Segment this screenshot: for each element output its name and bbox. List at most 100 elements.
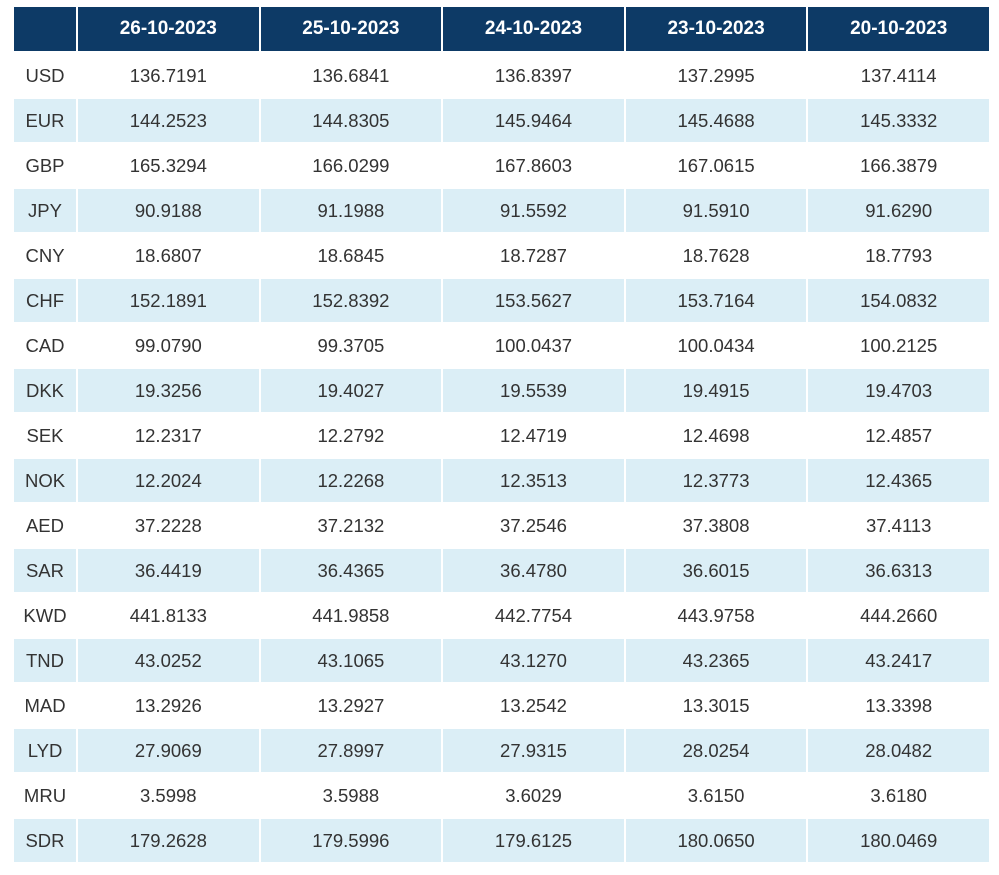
rate-cell: 137.2995: [625, 53, 807, 98]
table-row: AED 37.2228 37.2132 37.2546 37.3808 37.4113: [14, 503, 989, 548]
rate-cell: 36.4365: [260, 548, 442, 593]
rate-cell: 12.2024: [78, 458, 259, 503]
rate-cell: 145.4688: [625, 98, 807, 143]
table-row: SEK 12.2317 12.2792 12.4719 12.4698 12.4857: [14, 413, 989, 458]
rate-cell: 145.3332: [808, 98, 989, 143]
rate-cell: 153.5627: [443, 278, 624, 323]
table-row: SDR 179.2628 179.5996 179.6125 180.0650 180.0…: [14, 818, 989, 863]
currency-code-cell: DKK: [14, 368, 76, 413]
rate-cell: 91.5592: [443, 188, 624, 233]
header-date-3: 24-10-2023: [443, 7, 624, 53]
rate-cell: 12.3513: [443, 458, 624, 503]
rate-cell: 43.1270: [443, 638, 624, 683]
rate-cell: 137.4114: [808, 53, 989, 98]
rate-cell: 27.9315: [443, 728, 624, 773]
table-row: MRU 3.5998 3.5988 3.6029 3.6150 3.6180: [14, 773, 989, 818]
rate-cell: 99.0790: [78, 323, 259, 368]
currency-code-cell: KWD: [14, 593, 76, 638]
table-body: USD 136.7191 136.6841 136.8397 137.2995 137.4…: [14, 53, 989, 863]
rate-cell: 12.3773: [625, 458, 807, 503]
rate-cell: 90.9188: [78, 188, 259, 233]
rate-cell: 12.2317: [78, 413, 259, 458]
rate-cell: 43.1065: [260, 638, 442, 683]
rate-cell: 100.2125: [808, 323, 989, 368]
table-row: DKK 19.3256 19.4027 19.5539 19.4915 19.4703: [14, 368, 989, 413]
table-row: USD 136.7191 136.6841 136.8397 137.2995 137.4…: [14, 53, 989, 98]
currency-code-cell: TND: [14, 638, 76, 683]
rate-cell: 43.2365: [625, 638, 807, 683]
rate-cell: 136.6841: [260, 53, 442, 98]
table-header: 26-10-2023 25-10-2023 24-10-2023 23-10-2…: [14, 7, 989, 53]
rate-cell: 443.9758: [625, 593, 807, 638]
rate-cell: 19.4703: [808, 368, 989, 413]
rate-cell: 18.6807: [78, 233, 259, 278]
rate-cell: 37.3808: [625, 503, 807, 548]
table-row: JPY 90.9188 91.1988 91.5592 91.5910 91.6290: [14, 188, 989, 233]
header-row: 26-10-2023 25-10-2023 24-10-2023 23-10-2…: [14, 7, 989, 53]
rate-cell: 3.6029: [443, 773, 624, 818]
rate-cell: 167.0615: [625, 143, 807, 188]
rate-cell: 167.8603: [443, 143, 624, 188]
rate-cell: 36.6015: [625, 548, 807, 593]
rate-cell: 179.6125: [443, 818, 624, 863]
table-row: TND 43.0252 43.1065 43.1270 43.2365 43.2417: [14, 638, 989, 683]
rate-cell: 152.8392: [260, 278, 442, 323]
rate-cell: 136.7191: [78, 53, 259, 98]
rate-cell: 18.7628: [625, 233, 807, 278]
rate-cell: 3.6180: [808, 773, 989, 818]
rate-cell: 12.4698: [625, 413, 807, 458]
rate-cell: 13.3398: [808, 683, 989, 728]
header-date-4: 23-10-2023: [625, 7, 807, 53]
rate-cell: 27.8997: [260, 728, 442, 773]
rate-cell: 166.3879: [808, 143, 989, 188]
rate-cell: 43.2417: [808, 638, 989, 683]
table-row: CNY 18.6807 18.6845 18.7287 18.7628 18.7793: [14, 233, 989, 278]
rate-cell: 43.0252: [78, 638, 259, 683]
header-date-2: 25-10-2023: [260, 7, 442, 53]
rate-cell: 36.4419: [78, 548, 259, 593]
exchange-rate-table-container: 26-10-2023 25-10-2023 24-10-2023 23-10-2…: [12, 7, 991, 863]
rate-cell: 36.6313: [808, 548, 989, 593]
header-corner-cell: [14, 7, 76, 53]
currency-code-cell: MAD: [14, 683, 76, 728]
rate-cell: 153.7164: [625, 278, 807, 323]
table-row: MAD 13.2926 13.2927 13.2542 13.3015 13.3398: [14, 683, 989, 728]
rate-cell: 12.4857: [808, 413, 989, 458]
rate-cell: 144.8305: [260, 98, 442, 143]
currency-code-cell: EUR: [14, 98, 76, 143]
rate-cell: 165.3294: [78, 143, 259, 188]
rate-cell: 13.2542: [443, 683, 624, 728]
rate-cell: 37.2228: [78, 503, 259, 548]
currency-code-cell: AED: [14, 503, 76, 548]
currency-code-cell: CHF: [14, 278, 76, 323]
rate-cell: 180.0650: [625, 818, 807, 863]
rate-cell: 19.4915: [625, 368, 807, 413]
table-row: CHF 152.1891 152.8392 153.5627 153.7164 154.0…: [14, 278, 989, 323]
table-row: EUR 144.2523 144.8305 145.9464 145.4688 145.3…: [14, 98, 989, 143]
rate-cell: 441.9858: [260, 593, 442, 638]
rate-cell: 179.5996: [260, 818, 442, 863]
header-date-1: 26-10-2023: [78, 7, 259, 53]
header-date-5: 20-10-2023: [808, 7, 989, 53]
rate-cell: 136.8397: [443, 53, 624, 98]
table-row: KWD 441.8133 441.9858 442.7754 443.9758 444.2…: [14, 593, 989, 638]
rate-cell: 13.2927: [260, 683, 442, 728]
rate-cell: 36.4780: [443, 548, 624, 593]
currency-code-cell: CAD: [14, 323, 76, 368]
currency-code-cell: USD: [14, 53, 76, 98]
rate-cell: 19.5539: [443, 368, 624, 413]
rate-cell: 99.3705: [260, 323, 442, 368]
rate-cell: 13.3015: [625, 683, 807, 728]
rate-cell: 12.2792: [260, 413, 442, 458]
rate-cell: 91.1988: [260, 188, 442, 233]
currency-code-cell: GBP: [14, 143, 76, 188]
rate-cell: 144.2523: [78, 98, 259, 143]
exchange-rate-table: 26-10-2023 25-10-2023 24-10-2023 23-10-2…: [12, 7, 991, 863]
currency-code-cell: CNY: [14, 233, 76, 278]
currency-code-cell: SAR: [14, 548, 76, 593]
rate-cell: 18.7793: [808, 233, 989, 278]
rate-cell: 444.2660: [808, 593, 989, 638]
rate-cell: 27.9069: [78, 728, 259, 773]
rate-cell: 152.1891: [78, 278, 259, 323]
rate-cell: 18.7287: [443, 233, 624, 278]
